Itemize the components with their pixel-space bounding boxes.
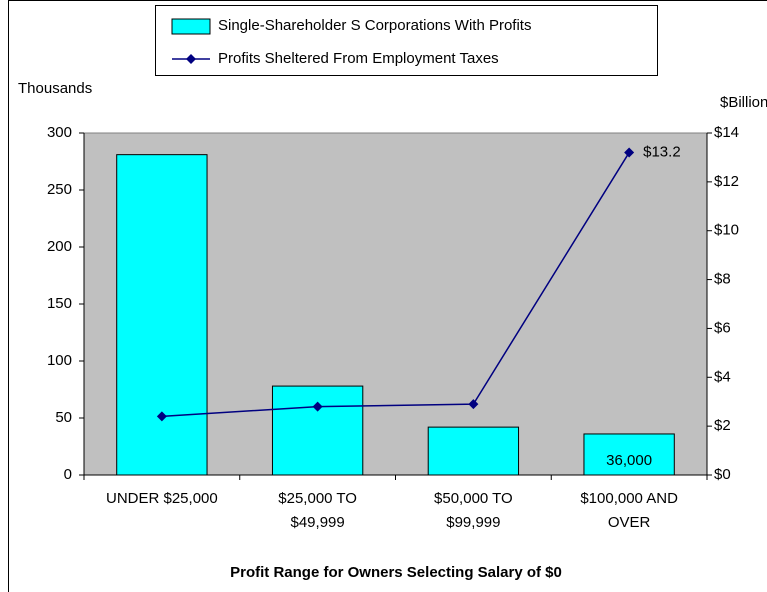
x-tick-label: $100,000 AND OVER [580, 490, 678, 531]
data-label: 36,000 [606, 452, 652, 469]
y-tick-label: 200 [47, 238, 72, 255]
x-axis-label: Profit Range for Owners Selecting Salary… [230, 564, 562, 581]
y2-tick-label: $14 [714, 124, 739, 141]
line [161, 152, 630, 418]
line-marker [468, 399, 479, 410]
y2-tick-label: $12 [714, 173, 739, 190]
y2-tick-label: $4 [714, 368, 731, 385]
legend-marker [186, 54, 196, 64]
y-tick-label: 250 [47, 181, 72, 198]
y-tick-label: 0 [64, 466, 72, 483]
y2-tick-label: $2 [714, 417, 731, 434]
legend-box [155, 5, 658, 76]
y-axis-label: Thousands [18, 80, 92, 97]
y-tick-label: 300 [47, 124, 72, 141]
x-tick-label: $25,000 TO $49,999 [278, 490, 357, 531]
x-tick-label: $50,000 TO $99,999 [434, 490, 513, 531]
y2-tick-label: $6 [714, 319, 731, 336]
line-marker [624, 147, 635, 158]
legend-label: Profits Sheltered From Employment Taxes [218, 50, 499, 67]
line-marker [312, 401, 323, 412]
y-tick-label: 150 [47, 295, 72, 312]
y2-tick-label: $8 [714, 271, 731, 288]
y2-tick-label: $0 [714, 466, 731, 483]
legend-label: Single-Shareholder S Corporations With P… [218, 17, 531, 34]
line-marker [156, 411, 167, 422]
y-tick-label: 100 [47, 352, 72, 369]
bar [427, 426, 520, 476]
bar [583, 433, 675, 476]
data-label: $13.2 [643, 144, 681, 161]
y-tick-label: 50 [55, 409, 72, 426]
bar [271, 385, 364, 476]
bar [116, 154, 208, 476]
legend-swatch [171, 18, 211, 35]
y2-tick-label: $10 [714, 222, 739, 239]
x-tick-label: UNDER $25,000 [106, 490, 218, 507]
y2-axis-label: $Billions [720, 94, 767, 111]
